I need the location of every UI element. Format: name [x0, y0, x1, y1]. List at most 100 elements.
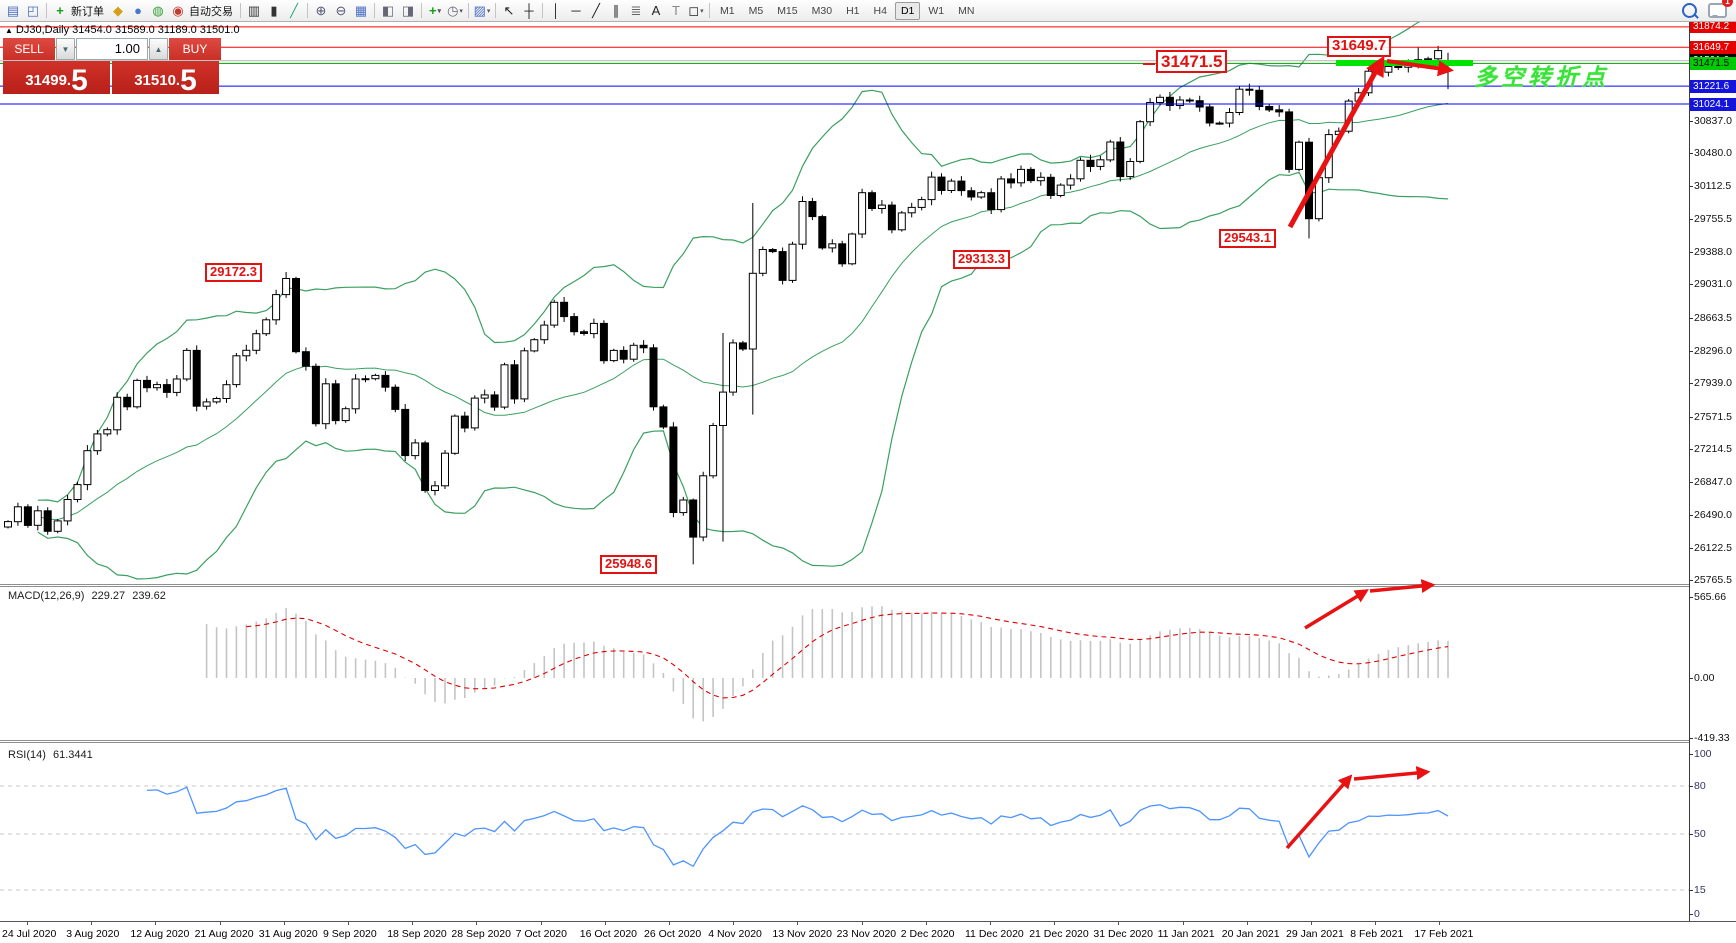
cursor-icon[interactable]: ↖	[503, 2, 515, 18]
timeframe-button-mn[interactable]: MN	[958, 4, 975, 17]
timeframe-button-h4[interactable]: H4	[873, 4, 887, 17]
price-annotation-25948.6[interactable]: 25948.6	[600, 555, 657, 574]
dropdown-arrow-icon: ▾	[700, 7, 704, 15]
timeframe-button-m1[interactable]: M1	[720, 4, 735, 17]
auto-trading-label[interactable]: 自动交易	[189, 5, 233, 18]
macd-indicator-pane[interactable]	[0, 587, 1689, 740]
price-tick: 26847.0	[1689, 476, 1732, 489]
toolbar-separator	[709, 3, 710, 18]
fibonacci-icon[interactable]: ≣	[630, 2, 642, 18]
add-indicator-icon[interactable]: + ▾	[428, 3, 442, 18]
signal-icon[interactable]: ◍	[152, 2, 164, 18]
sell-button[interactable]: SELL	[3, 38, 55, 60]
bollinger-lower-band[interactable]	[37, 171, 1449, 580]
price-tick: 26122.5	[1689, 542, 1732, 555]
time-tick	[604, 922, 606, 925]
price-annotation-31471.5[interactable]: 31471.5	[1156, 50, 1228, 74]
timeframe-button-d1[interactable]: D1	[894, 1, 921, 20]
new-order-icon[interactable]: +	[56, 3, 64, 18]
price-tag-31471.5: 31471.5	[1690, 56, 1736, 70]
channel-icon[interactable]: ∥	[612, 2, 620, 18]
timeframe-button-h1[interactable]: H1	[846, 4, 860, 17]
market-watch-icon[interactable]: ◰	[26, 2, 40, 18]
bull-bear-turning-point-note[interactable]: 多空转折点	[1474, 64, 1609, 90]
time-tick	[797, 922, 799, 925]
shapes-icon[interactable]: ◻ ▾	[688, 2, 704, 18]
pane-separator[interactable]	[0, 584, 1689, 585]
volume-decrease-button[interactable]: ▼	[56, 38, 75, 60]
pane-separator[interactable]	[0, 740, 1689, 741]
date-label: 26 Oct 2020	[644, 928, 702, 940]
timeframe-button-m30[interactable]: M30	[811, 4, 833, 17]
volume-input[interactable]: 1.00	[76, 38, 148, 60]
buy-price-main: 31510	[134, 72, 176, 89]
macd-signal-line	[246, 612, 1449, 699]
rsi-name: RSI(14)	[8, 749, 46, 761]
chat-icon[interactable]: 1	[1707, 0, 1733, 20]
search-icon[interactable]	[1679, 2, 1699, 20]
auto-trading-icon[interactable]: ◉	[172, 2, 184, 18]
date-label: 23 Nov 2020	[836, 928, 897, 940]
rsi-axis-tick: 50	[1689, 827, 1706, 840]
price-tick: 25765.5	[1689, 574, 1732, 587]
buy-button[interactable]: BUY	[169, 38, 221, 60]
macd-axis-tick: -419.33	[1689, 731, 1730, 744]
timeframe-button-w1[interactable]: W1	[928, 4, 945, 17]
text-icon[interactable]: A	[651, 3, 661, 18]
timeframe-button-m15[interactable]: M15	[777, 4, 798, 17]
rsi-indicator-pane[interactable]	[0, 743, 1689, 920]
vline-icon[interactable]: │	[551, 3, 561, 18]
bollinger-middle-band[interactable]	[37, 102, 1449, 521]
chart-window-icon[interactable]: ▤	[6, 2, 20, 18]
date-label: 9 Sep 2020	[323, 928, 377, 940]
chart-title: ▲ DJ30,Daily 31454.0 31589.0 31189.0 3150…	[5, 24, 240, 36]
date-label: 31 Dec 2020	[1093, 928, 1153, 940]
line-chart-icon[interactable]: ╱	[290, 2, 298, 18]
date-label: 24 Jul 2020	[2, 928, 57, 940]
price-annotation-29543.1[interactable]: 29543.1	[1219, 229, 1276, 248]
price-tick: 27939.0	[1689, 377, 1732, 390]
dock-down-icon[interactable]: ◨	[401, 2, 415, 18]
volume-increase-button[interactable]: ▲	[149, 38, 168, 60]
rsi-axis-tick: 15	[1689, 883, 1706, 896]
time-tick	[861, 922, 863, 925]
bar-chart-icon[interactable]: ▥	[247, 2, 261, 18]
candlesticks[interactable]	[4, 50, 1452, 538]
price-annotation-29172.3[interactable]: 29172.3	[205, 263, 262, 282]
time-tick	[219, 922, 221, 925]
date-label: 21 Aug 2020	[194, 928, 254, 940]
main-toolbar: ▤ ◰ + 新订单 ◆ ● ◍ ◉ 自动交易 ▥ ▮ ╱ ⊕ ⊖ ▦ ◧ ◨ + ▾ ◷ ▾ ▨ ▾ ↖ ┼ │ ─ ╱ ∥ ≣ A T ◻ ▾ …	[0, 0, 1736, 22]
new-order-label[interactable]: 新订单	[71, 5, 104, 18]
time-tick	[1246, 922, 1248, 925]
date-label: 31 Aug 2020	[258, 928, 318, 940]
price-annotation-31649.7[interactable]: 31649.7	[1327, 36, 1392, 57]
label-icon[interactable]: T	[672, 3, 680, 18]
gold-icon[interactable]: ◆	[113, 2, 123, 18]
community-icon[interactable]: ●	[134, 3, 142, 18]
time-tick	[412, 922, 414, 925]
period-icon[interactable]: ◷ ▾	[447, 2, 463, 18]
hline-icon[interactable]: ─	[571, 3, 581, 18]
one-click-toggle-icon[interactable]: ▲	[5, 26, 13, 35]
candlestick-icon[interactable]: ▮	[270, 2, 278, 18]
timeframe-button-m5[interactable]: M5	[748, 4, 764, 17]
crosshair-icon[interactable]: ┼	[524, 3, 534, 18]
date-label: 20 Jan 2021	[1221, 928, 1280, 940]
dock-up-icon[interactable]: ◧	[381, 2, 395, 18]
price-annotation-29313.3[interactable]: 29313.3	[953, 250, 1010, 269]
price-axis[interactable]: 31501.031874.231649.731471.531221.631024…	[1688, 20, 1736, 921]
price-tick: 29388.0	[1689, 245, 1732, 258]
buy-price-button[interactable]: 31510 . 5	[112, 61, 219, 95]
trendline-icon[interactable]: ╱	[592, 2, 600, 18]
main-price-chart[interactable]	[0, 22, 1689, 584]
zoom-out-icon[interactable]: ⊖	[335, 2, 347, 18]
one-click-trading-panel: SELL ▼ 1.00 ▲ BUY 31499 . 5 31510 . 5	[3, 38, 221, 97]
time-axis[interactable]: 24 Jul 2020 3 Aug 2020 12 Aug 2020 21 Aug 2…	[0, 921, 1736, 943]
tile-windows-icon[interactable]: ▦	[354, 2, 368, 18]
sell-price-frac: 5	[71, 63, 88, 97]
zoom-in-icon[interactable]: ⊕	[315, 2, 327, 18]
template-icon[interactable]: ▨ ▾	[473, 2, 491, 18]
time-tick	[283, 922, 285, 925]
sell-price-button[interactable]: 31499 . 5	[3, 61, 110, 97]
